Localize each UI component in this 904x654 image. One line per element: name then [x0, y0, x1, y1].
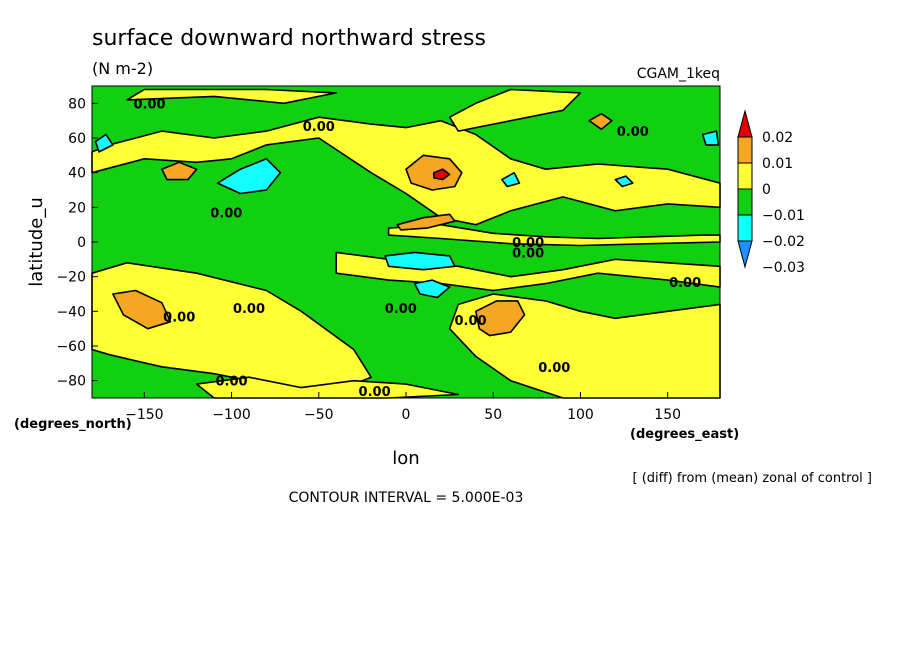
region-yellow-band-2	[448, 88, 582, 132]
contour-label-12: 0.00	[216, 375, 248, 390]
contour-label-13: 0.00	[359, 385, 391, 400]
y-tick-label-6: −40	[56, 304, 86, 320]
colorbar-segment-2	[737, 162, 753, 190]
x-tick-label-2: −50	[304, 407, 334, 423]
x-tick-label-0: −150	[125, 407, 163, 423]
colorbar-top-arrow	[737, 109, 753, 138]
colorbar-label-1: 0.01	[762, 156, 793, 172]
region-cyan-blob-19	[701, 130, 720, 146]
contour-label-6: 0.00	[669, 276, 701, 291]
contour-label-5: 0.00	[512, 246, 544, 261]
footnote: [ (diff) from (mean) zonal of control ]	[633, 471, 872, 486]
colorbar-label-3: −0.01	[762, 208, 805, 224]
contour-label-2: 0.00	[617, 125, 649, 140]
y-axis: 80 60 40 20 0 −20 −40 −60 −80	[56, 96, 98, 390]
contour-label-11: 0.00	[538, 361, 570, 376]
region-orange-blob-11	[396, 213, 456, 231]
y-tick-label-4: 0	[77, 235, 86, 251]
colorbar-segment-3	[737, 188, 753, 216]
region-cyan-blob-20	[501, 171, 521, 188]
dataset-label: CGAM_1keq	[637, 66, 720, 82]
y-tick-label-0: 80	[68, 96, 86, 112]
colorbar-segment-4	[737, 214, 753, 242]
region-cyan-blob-17	[413, 279, 451, 299]
y-tick-label-5: −20	[56, 270, 86, 286]
x-tick-label-4: 50	[484, 407, 502, 423]
x-units-label: (degrees_east)	[630, 427, 739, 442]
x-axis-label: lon	[392, 448, 419, 469]
colorbar-label-4: −0.02	[762, 234, 805, 250]
colorbar-label-2: 0	[762, 182, 771, 198]
region-orange-blob-13	[112, 289, 172, 330]
contour-label-1: 0.00	[303, 120, 335, 135]
y-units-label: (degrees_north)	[14, 417, 132, 432]
x-tick-label-6: 150	[654, 407, 681, 423]
y-tick-label-3: 20	[68, 200, 86, 216]
contour-label-0: 0.00	[134, 97, 166, 112]
contour-label-9: 0.00	[385, 302, 417, 317]
colorbar-label-0: 0.02	[762, 130, 793, 146]
contour-label-8: 0.00	[233, 302, 265, 317]
y-tick-label-1: 60	[68, 131, 86, 147]
contour-label-7: 0.00	[163, 311, 195, 326]
colorbar-label-5: −0.03	[762, 260, 805, 276]
region-red-blob-10	[433, 168, 451, 181]
region-cyan-blob-21	[614, 175, 634, 188]
chart-units: (N m-2)	[92, 59, 153, 78]
colorbar-segment-1	[737, 136, 753, 164]
contour-labels: 0.000.00 0.000.000.000.000.000.000.00 0.00…	[134, 97, 702, 400]
region-orange-blob-12	[588, 112, 613, 131]
colorbar-bottom-arrow	[737, 240, 753, 269]
x-tick-label-3: 0	[402, 407, 411, 423]
region-yellow-band-4	[126, 88, 337, 105]
region-orange-blob-14	[475, 300, 526, 337]
x-tick-label-1: −100	[212, 407, 250, 423]
region-cyan-blob-18	[94, 133, 114, 153]
contour-label-4: 0.00	[512, 236, 544, 251]
x-tick-label-5: 100	[567, 407, 594, 423]
region-cyan-blob-15	[216, 158, 282, 195]
contour-label-3: 0.00	[210, 207, 242, 222]
y-axis-label: latitude_u	[26, 197, 47, 286]
y-tick-label-2: 40	[68, 166, 86, 182]
plot-area: 0.000.00 0.000.000.000.000.000.000.00 0.00…	[91, 85, 721, 400]
colorbar: 0.02 0.01 0 −0.01 −0.02 −0.03	[737, 109, 805, 276]
contour-label-10: 0.00	[455, 314, 487, 329]
y-tick-label-8: −80	[56, 374, 86, 390]
x-axis: −150 −100 −50 0 50 100 150	[125, 392, 681, 423]
filled-regions	[91, 88, 721, 399]
y-tick-label-7: −60	[56, 339, 86, 355]
region-cyan-blob-16	[384, 251, 456, 271]
chart-title: surface downward northward stress	[92, 26, 486, 51]
region-orange-blob-8	[161, 161, 198, 181]
contour-interval-note: CONTOUR INTERVAL = 5.000E-03	[289, 490, 524, 506]
